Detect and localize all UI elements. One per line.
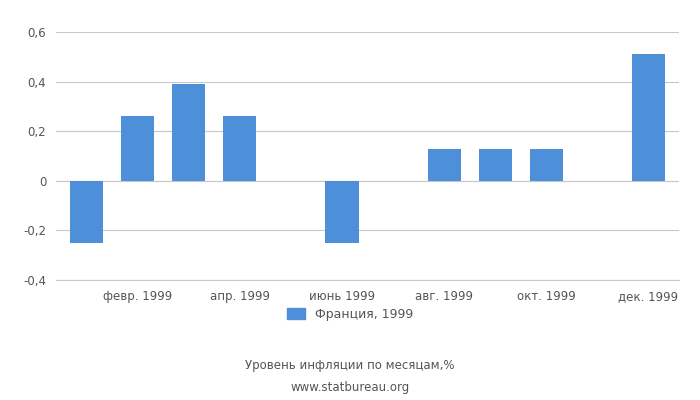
Text: Уровень инфляции по месяцам,%: Уровень инфляции по месяцам,% [245, 360, 455, 372]
Bar [70, 181, 103, 243]
Legend: Франция, 1999: Франция, 1999 [281, 303, 419, 326]
Bar [121, 116, 154, 181]
Bar [172, 84, 205, 181]
Bar [479, 148, 512, 181]
Bar [428, 148, 461, 181]
Bar [530, 148, 563, 181]
Bar [223, 116, 256, 181]
Text: www.statbureau.org: www.statbureau.org [290, 382, 410, 394]
Bar [326, 181, 358, 243]
Bar [632, 54, 665, 181]
